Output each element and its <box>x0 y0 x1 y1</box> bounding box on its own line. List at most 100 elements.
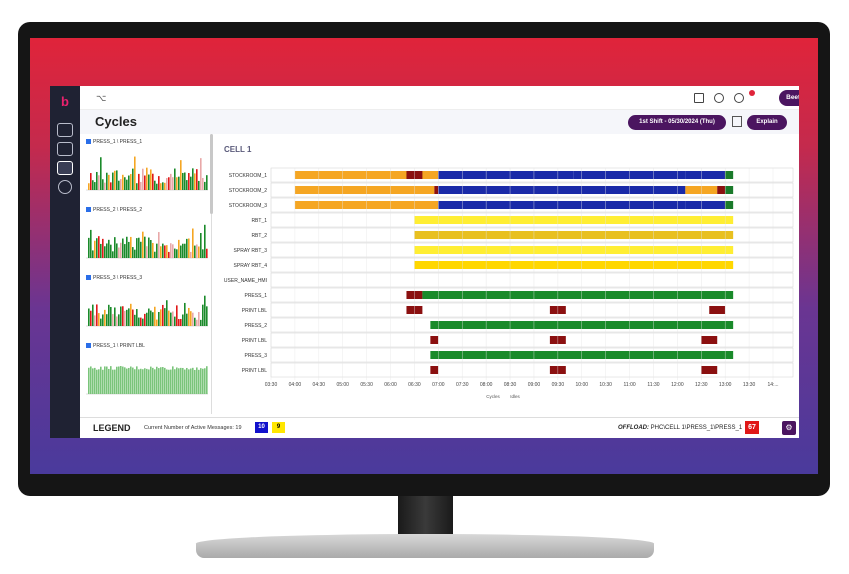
sparkline-bar <box>154 306 156 326</box>
timeline-segment <box>701 366 718 374</box>
timeline-chart[interactable]: STOCKROOM_1 STOCKROOM_2 STOCKROOM_3 RBT_1 RB… <box>213 134 799 414</box>
sparkline-bar <box>104 182 106 190</box>
gear-icon[interactable]: ⚙ <box>782 421 796 435</box>
sparkline-bar <box>90 366 92 394</box>
sparkline-bar <box>182 172 184 190</box>
sparkline-bar <box>186 238 188 258</box>
x-tick-label: 04:30 <box>313 382 326 388</box>
sparkline-item[interactable]: PRESS_2 \ PRESS_2 <box>86 206 208 260</box>
sparkline-bar <box>160 367 162 394</box>
sparkline-bar <box>172 244 174 258</box>
sparkline-bar <box>116 170 118 190</box>
legend-bar: LEGEND Current Number of Active Messages… <box>80 417 799 438</box>
sparkline-bar <box>170 173 172 190</box>
sparkline-bar <box>134 314 136 326</box>
clock-icon[interactable] <box>58 180 72 194</box>
checkbox-icon[interactable] <box>86 207 91 213</box>
sparkline-bar <box>152 367 154 394</box>
sparkline-bar <box>102 238 104 258</box>
timeline-row-label: RBT_2 <box>251 233 267 239</box>
fullscreen-icon[interactable] <box>694 93 704 103</box>
sparkline-bar <box>90 310 92 326</box>
sparkline-bar <box>108 239 110 258</box>
sparkline-bar <box>138 173 140 190</box>
sparkline-bar <box>196 244 198 258</box>
user-icon[interactable] <box>734 93 744 103</box>
checkbox-icon[interactable] <box>86 139 91 145</box>
app-logo[interactable]: b <box>61 94 69 109</box>
sparkline-bar <box>168 177 170 190</box>
timeline-row-label: STOCKROOM_1 <box>229 173 267 179</box>
calendar-icon[interactable] <box>732 116 742 127</box>
sparkline-bar <box>120 366 122 394</box>
timeline-row-label: STOCKROOM_2 <box>229 188 267 194</box>
x-tick-label: 14:... <box>767 382 778 388</box>
sparkline-bar <box>112 172 114 190</box>
sparkline-bar <box>128 367 130 394</box>
sparkline-bar <box>122 306 124 326</box>
checkbox-icon[interactable] <box>86 275 91 281</box>
sparkline-bar <box>194 173 196 190</box>
sparkline-chart-4 <box>86 366 208 395</box>
yellow-message-count[interactable]: 9 <box>272 422 285 433</box>
sparkline-bar <box>192 367 194 394</box>
sparkline-bar <box>110 366 112 394</box>
sparkline-bar <box>96 238 98 258</box>
sparkline-bar <box>140 181 142 190</box>
sparkline-bar <box>112 251 114 258</box>
timeline-segment <box>725 201 734 209</box>
play-icon[interactable] <box>57 142 73 156</box>
cell-title: CELL 1 <box>224 145 252 154</box>
x-tick-label: 05:30 <box>360 382 373 388</box>
timeline-segment <box>701 336 718 344</box>
timeline-segment <box>438 171 574 179</box>
sparkline-bar <box>172 311 174 326</box>
sparkline-bar <box>184 369 186 394</box>
sparkline-bar <box>100 366 102 394</box>
sparkline-bar <box>160 309 162 326</box>
sparkline-scrollbar[interactable] <box>210 134 213 214</box>
sparkline-bar <box>102 369 104 394</box>
bell-icon[interactable] <box>714 93 724 103</box>
timeline-row-label: PRINT LBL <box>242 308 267 314</box>
x-tick-label: 08:30 <box>504 382 517 388</box>
sparkline-bar <box>118 314 120 326</box>
sparkline-bar <box>174 248 176 258</box>
sparkline-bar <box>112 314 114 326</box>
sparkline-item[interactable]: PRESS_3 \ PRESS_3 <box>86 274 208 328</box>
database-icon[interactable] <box>57 161 73 175</box>
sparkline-bar <box>170 312 172 326</box>
sparkline-bar <box>120 242 122 258</box>
timeline-row <box>270 272 794 288</box>
sparkline-bar <box>164 245 166 258</box>
sparkline-bar <box>100 318 102 326</box>
sparkline-bar <box>162 243 164 258</box>
sparkline-bar <box>94 182 96 190</box>
sparkline-bar <box>104 246 106 258</box>
legend-entry: Cycles <box>486 394 500 399</box>
shift-selector-button[interactable]: 1st Shift - 05/30/2024 (Thu) <box>628 115 726 130</box>
sparkline-item[interactable]: PRESS_1 \ PRESS_1 <box>86 138 208 192</box>
sparkline-bar <box>102 314 104 326</box>
sparkline-bar <box>158 176 160 190</box>
explain-button[interactable]: Explain <box>747 115 787 130</box>
timeline-row-label: PRESS_2 <box>244 323 267 329</box>
sparkline-bar <box>188 369 190 394</box>
beet-bot-button[interactable]: Beet Bot <box>779 90 799 106</box>
hierarchy-icon[interactable]: ⌥ <box>96 93 107 103</box>
blue-message-count[interactable]: 10 <box>255 422 268 433</box>
legend-entry: Idles <box>510 394 520 399</box>
layout-icon[interactable] <box>57 123 73 137</box>
sparkline-bar <box>176 367 178 394</box>
sparkline-bar <box>114 307 116 326</box>
timeline-segment <box>430 336 439 344</box>
timeline-row-label: PRINT LBL <box>242 338 267 344</box>
legend-title[interactable]: LEGEND <box>93 423 131 433</box>
checkbox-icon[interactable] <box>86 343 91 349</box>
sparkline-bar <box>174 168 176 190</box>
sparkline-bar <box>138 369 140 394</box>
sparkline-bar <box>114 170 116 190</box>
sparkline-bar <box>88 183 90 190</box>
sparkline-bar <box>106 366 108 394</box>
sparkline-item[interactable]: PRESS_1 \ PRINT LBL <box>86 342 208 396</box>
